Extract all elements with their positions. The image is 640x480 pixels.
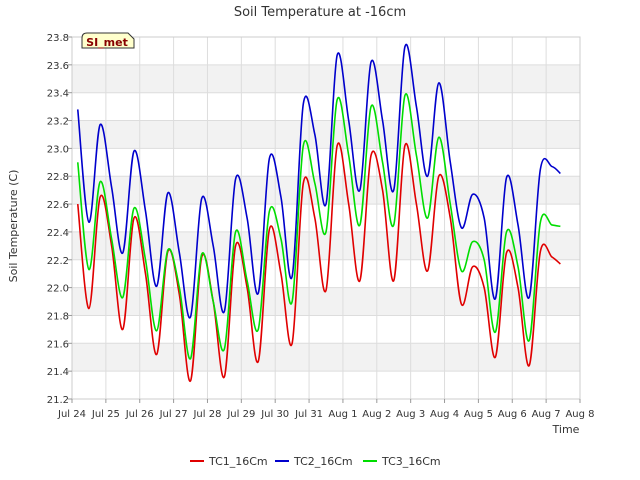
x-tick-label: Aug 6 xyxy=(498,409,527,420)
series-line-TC1_16Cm xyxy=(76,142,561,382)
y-tick-label: 22.2 xyxy=(47,256,69,267)
y-axis-ticks: 21.2 21.4 21.6 21.8 22.0 22.2 22.4 22.6 22.8 23.0… xyxy=(47,33,72,406)
y-tick-label: 21.6 xyxy=(47,339,69,350)
x-tick-label: Jul 24 xyxy=(57,409,86,420)
x-tick-label: Aug 3 xyxy=(396,409,425,420)
x-tick-label: Jul 28 xyxy=(192,409,221,420)
legend-label-TC1_16Cm: TC1_16Cm xyxy=(208,455,268,468)
grid-band xyxy=(72,231,580,260)
station-badge-label: SI_met xyxy=(86,36,128,49)
x-tick-label: Jul 31 xyxy=(294,409,323,420)
grid-band xyxy=(72,287,580,316)
x-tick-label: Aug 5 xyxy=(464,409,493,420)
x-tick-label: Jul 25 xyxy=(91,409,120,420)
grid-band xyxy=(72,120,580,149)
y-tick-label: 21.4 xyxy=(47,367,69,378)
x-tick-label: Aug 2 xyxy=(362,409,391,420)
y-tick-label: 22.6 xyxy=(47,200,69,211)
series-line-TC2_16Cm xyxy=(76,43,561,319)
grid-band xyxy=(72,343,580,372)
y-tick-label: 22.0 xyxy=(47,284,69,295)
x-axis-label: Time xyxy=(552,423,580,436)
x-axis-ticks: Jul 24 Jul 25 Jul 26 Jul 27 Jul 28 Jul 29 Jul … xyxy=(57,399,595,420)
grid-band xyxy=(72,64,580,93)
y-tick-label: 23.8 xyxy=(47,33,69,44)
y-tick-label: 22.8 xyxy=(47,172,69,183)
x-tick-label: Jul 30 xyxy=(260,409,289,420)
legend: TC1_16Cm TC2_16Cm TC3_16Cm xyxy=(190,455,441,468)
series-group xyxy=(76,43,561,382)
y-tick-label: 23.2 xyxy=(47,117,69,128)
x-tick-label: Jul 29 xyxy=(226,409,255,420)
x-tick-label: Aug 7 xyxy=(532,409,561,420)
chart-title: Soil Temperature at -16cm xyxy=(234,5,406,20)
x-tick-label: Aug 1 xyxy=(328,409,357,420)
y-tick-label: 21.8 xyxy=(47,311,69,322)
y-tick-label: 23.6 xyxy=(47,61,69,72)
series-line-TC3_16Cm xyxy=(76,92,561,360)
x-tick-label: Aug 8 xyxy=(565,409,594,420)
x-tick-label: Jul 26 xyxy=(125,409,154,420)
legend-label-TC2_16Cm: TC2_16Cm xyxy=(293,455,353,468)
station-badge-box xyxy=(81,32,135,49)
x-tick-label: Aug 4 xyxy=(430,409,459,420)
y-axis-label: Soil Temperature (C) xyxy=(7,170,20,283)
legend-label-TC3_16Cm: TC3_16Cm xyxy=(381,455,441,468)
plot-frame xyxy=(71,36,581,400)
y-tick-label: 22.4 xyxy=(47,228,69,239)
y-tick-label: 21.2 xyxy=(47,395,69,406)
y-tick-label: 23.0 xyxy=(47,144,69,155)
x-tick-label: Jul 27 xyxy=(159,409,188,420)
station-badge: SI_met xyxy=(81,32,135,49)
y-tick-label: 23.4 xyxy=(47,89,69,100)
